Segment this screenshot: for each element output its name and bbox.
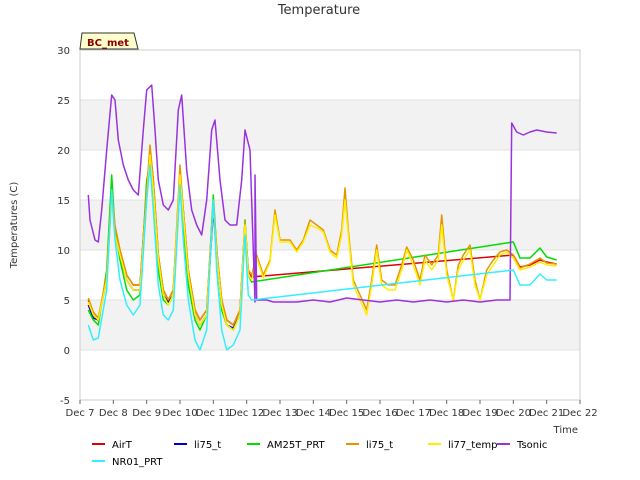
x-tick-label: Dec 14 [296, 408, 331, 419]
legend-label: Tsonic [516, 440, 547, 451]
x-tick-label: Dec 9 [132, 408, 161, 419]
plot-band [80, 200, 580, 250]
chart-title: Temperature [277, 3, 360, 18]
plot-band [80, 100, 580, 150]
site-badge-label: BC_met [87, 38, 129, 49]
y-tick-label: 25 [57, 96, 70, 107]
legend-label: li77_temp [448, 440, 497, 451]
y-tick-label: 10 [57, 246, 70, 257]
y-axis-ticks: -5 0 5 10 15 20 25 30 [57, 46, 70, 407]
y-tick-label: 15 [57, 196, 70, 207]
x-tick-label: Dec 22 [562, 408, 597, 419]
legend-label: AM25T_PRT [267, 440, 326, 451]
x-tick-label: Dec 13 [262, 408, 297, 419]
legend: AirT li75_t AM25T_PRT li75_t li77_temp Tsonic… [92, 440, 547, 468]
legend-label: NR01_PRT [112, 457, 163, 468]
x-tick-label: Dec 15 [329, 408, 364, 419]
y-tick-label: -5 [60, 396, 70, 407]
plot-bands [80, 100, 580, 350]
series-line-am25t-prt [87, 164, 557, 331]
y-tick-label: 20 [57, 146, 70, 157]
plot-band [80, 300, 580, 350]
x-tick-label: Dec 18 [429, 408, 464, 419]
x-tick-label: Dec 11 [196, 408, 231, 419]
x-tick-label: Dec 19 [462, 408, 497, 419]
series-line-li77-temp [87, 154, 557, 331]
legend-label: li75_t [366, 440, 393, 451]
x-tick-label: Dec 20 [496, 408, 531, 419]
x-tick-label: Dec 10 [162, 408, 197, 419]
series-line-nr01-prt [87, 164, 557, 351]
legend-label: li75_t [194, 440, 221, 451]
legend-label: AirT [112, 440, 133, 451]
x-tick-label: Dec 12 [229, 408, 264, 419]
y-tick-label: 5 [64, 296, 70, 307]
y-axis-label: Temperatures (C) [9, 182, 20, 270]
x-tick-label: Dec 8 [99, 408, 128, 419]
x-tick-label: Dec 16 [362, 408, 397, 419]
y-tick-label: 30 [57, 46, 70, 57]
x-tick-label: Dec 7 [66, 408, 95, 419]
site-badge: BC_met [79, 32, 139, 50]
series-lines [87, 84, 557, 351]
series-line-tsonic [87, 84, 557, 303]
x-tick-label: Dec 17 [396, 408, 431, 419]
site-badge-box [79, 32, 139, 50]
x-axis-label: Time [553, 425, 578, 436]
plot-frame [79, 49, 581, 401]
x-tick-label: Dec 21 [529, 408, 564, 419]
y-tick-label: 0 [64, 346, 70, 357]
